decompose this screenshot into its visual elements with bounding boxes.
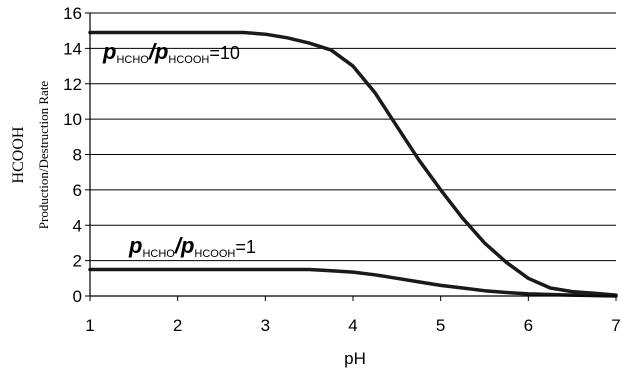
x-tick-label-2: 2 <box>173 316 182 335</box>
x-tick-label-7: 7 <box>611 316 620 335</box>
y-tick-label-4: 4 <box>73 216 82 235</box>
y-tick-label-6: 6 <box>73 181 82 200</box>
y-axis-title: HCOOH Production/Destruction Rate <box>10 81 51 230</box>
series-lines <box>88 30 618 298</box>
series-label-ratio-1: pHCHO/pHCOOH=1 <box>128 233 256 260</box>
axes <box>85 12 617 301</box>
gridlines <box>90 12 616 262</box>
x-tick-label-4: 4 <box>348 316 357 335</box>
y-tick-label-10: 10 <box>63 110 82 129</box>
x-tick-label-5: 5 <box>436 316 445 335</box>
series-label-ratio-1-sub2: HCOOH <box>194 248 235 260</box>
y-axis-title-line2: Production/Destruction Rate <box>36 81 51 230</box>
series-label-ratio-10-sub1: HCHO <box>116 54 149 66</box>
y-tick-label-12: 12 <box>63 75 82 94</box>
x-tick-label-1: 1 <box>85 316 94 335</box>
series-label-ratio-1-p1: p <box>128 233 142 258</box>
y-tick-label-2: 2 <box>73 252 82 271</box>
x-axis-title: pH <box>344 349 366 368</box>
series-label-ratio-1-p2: p <box>180 233 194 258</box>
x-tick-label-6: 6 <box>524 316 533 335</box>
y-tick-label-14: 14 <box>63 39 82 58</box>
series-label-ratio-1-slash: / <box>174 233 184 258</box>
x-tick-label-3: 3 <box>261 316 270 335</box>
series-label-ratio-10-value: =10 <box>209 43 240 63</box>
series-label-ratio-1-sub1: HCHO <box>142 248 175 260</box>
y-axis-title-line1: HCOOH <box>10 126 27 183</box>
series-line-1 <box>88 267 618 298</box>
y-tick-label-8: 8 <box>73 146 82 165</box>
series-label-ratio-10-slash: / <box>148 39 158 64</box>
y-tick-label-16: 16 <box>63 4 82 23</box>
series-label-ratio-10-p2: p <box>154 39 168 64</box>
series-label-ratio-10-p1: p <box>102 39 116 64</box>
series-label-ratio-10-sub2: HCOOH <box>168 54 209 66</box>
y-tick-label-0: 0 <box>73 287 82 306</box>
series-line-0 <box>88 30 618 297</box>
series-label-ratio-10: pHCHO/pHCOOH=10 <box>102 39 240 66</box>
series-label-ratio-1-value: =1 <box>235 237 256 257</box>
